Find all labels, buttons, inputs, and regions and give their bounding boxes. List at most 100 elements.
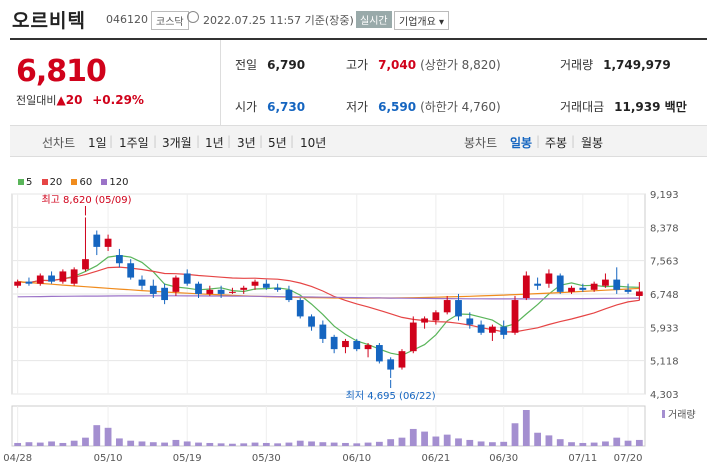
current-price: 6,810 — [16, 54, 107, 89]
candle-body — [466, 318, 474, 325]
tab-weekly[interactable]: 주봉 — [545, 136, 568, 150]
candle-body — [36, 275, 44, 284]
legend-label: 5 — [26, 177, 33, 188]
volume-bar — [274, 443, 282, 446]
candle-body — [82, 259, 89, 270]
volume-bar — [138, 441, 146, 446]
volume-bar — [285, 442, 293, 446]
volume-bar — [161, 442, 168, 446]
volume-bar — [330, 442, 338, 446]
tab-1w[interactable]: 1주일 — [119, 136, 149, 150]
volume-frame — [11, 405, 646, 447]
legend-swatch — [101, 179, 108, 185]
candle-body — [432, 312, 440, 321]
volume-bar — [25, 442, 33, 446]
candle-body — [364, 345, 372, 350]
candle-body — [262, 283, 270, 288]
candle-body — [613, 279, 621, 290]
volume-bar — [308, 441, 315, 446]
candle-body — [568, 287, 575, 292]
candle-body — [70, 269, 78, 284]
candle-body — [602, 279, 609, 286]
volume-bar — [48, 441, 55, 446]
volume-bar — [172, 439, 180, 446]
candle-body — [353, 340, 361, 350]
candle-body — [25, 281, 33, 284]
legend-label: 20 — [49, 177, 63, 188]
candle-body — [274, 287, 282, 290]
legend-label: 120 — [109, 177, 129, 188]
volume-bar — [443, 434, 451, 446]
volume-bar — [319, 442, 327, 446]
candle-body — [59, 271, 67, 282]
max-annotation: 최고 8,620 (05/09) — [41, 194, 131, 206]
volume-bar — [262, 442, 270, 446]
volume-bar — [36, 442, 44, 446]
y-tick-label: 6,748 — [650, 290, 679, 301]
candle-body — [534, 283, 542, 286]
y-tick-label: 9,193 — [650, 190, 679, 201]
volume-bar — [556, 439, 564, 446]
up-arrow-icon: ▲ — [56, 93, 66, 107]
candle-body — [127, 263, 135, 278]
company-info-button[interactable]: 기업개요 ▾ — [394, 11, 449, 30]
high-price: 고가 7,040 (상한가 8,820) — [346, 58, 501, 72]
volume-bar — [183, 441, 191, 446]
x-tick-label: 05/19 — [173, 453, 202, 464]
volume-bar — [579, 442, 587, 446]
candle-body — [489, 326, 496, 333]
candle-body — [183, 273, 191, 284]
candle-body — [443, 300, 451, 313]
volume-bar — [251, 442, 259, 446]
candle-body — [477, 324, 485, 333]
volume-bar — [545, 435, 553, 446]
candle-body — [624, 289, 632, 292]
prev-close: 전일 6,790 — [235, 58, 306, 72]
x-tick-label: 05/30 — [252, 453, 281, 464]
tab-1d[interactable]: 1일 — [88, 136, 107, 150]
legend-swatch — [18, 179, 24, 185]
tab-separator: | — [227, 134, 232, 148]
low-price: 저가 6,590 (하한가 4,760) — [346, 100, 501, 114]
volume-bar — [149, 442, 157, 446]
candle-body — [579, 287, 587, 290]
volume-bar — [195, 442, 202, 446]
min-annotation: 최저 4,695 (06/22) — [346, 390, 436, 402]
candle-body — [590, 283, 598, 290]
y-tick-label: 7,563 — [650, 257, 679, 268]
tab-3m[interactable]: 3개월 — [162, 136, 192, 150]
y-tick-label: 5,118 — [650, 357, 679, 368]
stock-name: 오르비텍 — [12, 10, 86, 32]
volume-bar — [466, 439, 474, 446]
candle-body — [421, 318, 428, 323]
candle-body — [635, 291, 643, 296]
legend-swatch — [71, 179, 78, 185]
candle-body — [409, 322, 417, 352]
candle-body — [387, 359, 395, 370]
tab-1y[interactable]: 1년 — [205, 136, 224, 150]
candle-body — [172, 277, 180, 292]
quote-summary: 6,810 전일대비▲20 +0.29% 전일 6,790 시가 6,730 고가 7… — [10, 38, 707, 126]
volume-bar — [59, 442, 67, 446]
candle-body — [398, 351, 406, 368]
candle-body — [500, 326, 508, 335]
tab-monthly[interactable]: 월봉 — [581, 136, 604, 150]
clock-icon — [187, 11, 199, 23]
tab-3y[interactable]: 3년 — [237, 136, 256, 150]
candle-body — [511, 300, 519, 333]
volume-bar — [14, 442, 22, 446]
tab-10y[interactable]: 10년 — [300, 136, 327, 150]
candle-body — [296, 300, 304, 317]
candle-chart-label: 봉차트 — [464, 136, 498, 150]
candle-body — [556, 275, 564, 292]
price-change: 전일대비▲20 +0.29% — [16, 92, 144, 108]
tab-separator: | — [571, 134, 576, 148]
candle-body — [545, 273, 553, 284]
x-tick-label: 05/10 — [94, 453, 123, 464]
x-tick-label: 06/21 — [421, 453, 450, 464]
tab-5y[interactable]: 5년 — [268, 136, 287, 150]
stock-code: 046120 — [106, 13, 148, 26]
tab-daily[interactable]: 일봉 — [510, 136, 533, 150]
candle-body — [93, 234, 101, 247]
